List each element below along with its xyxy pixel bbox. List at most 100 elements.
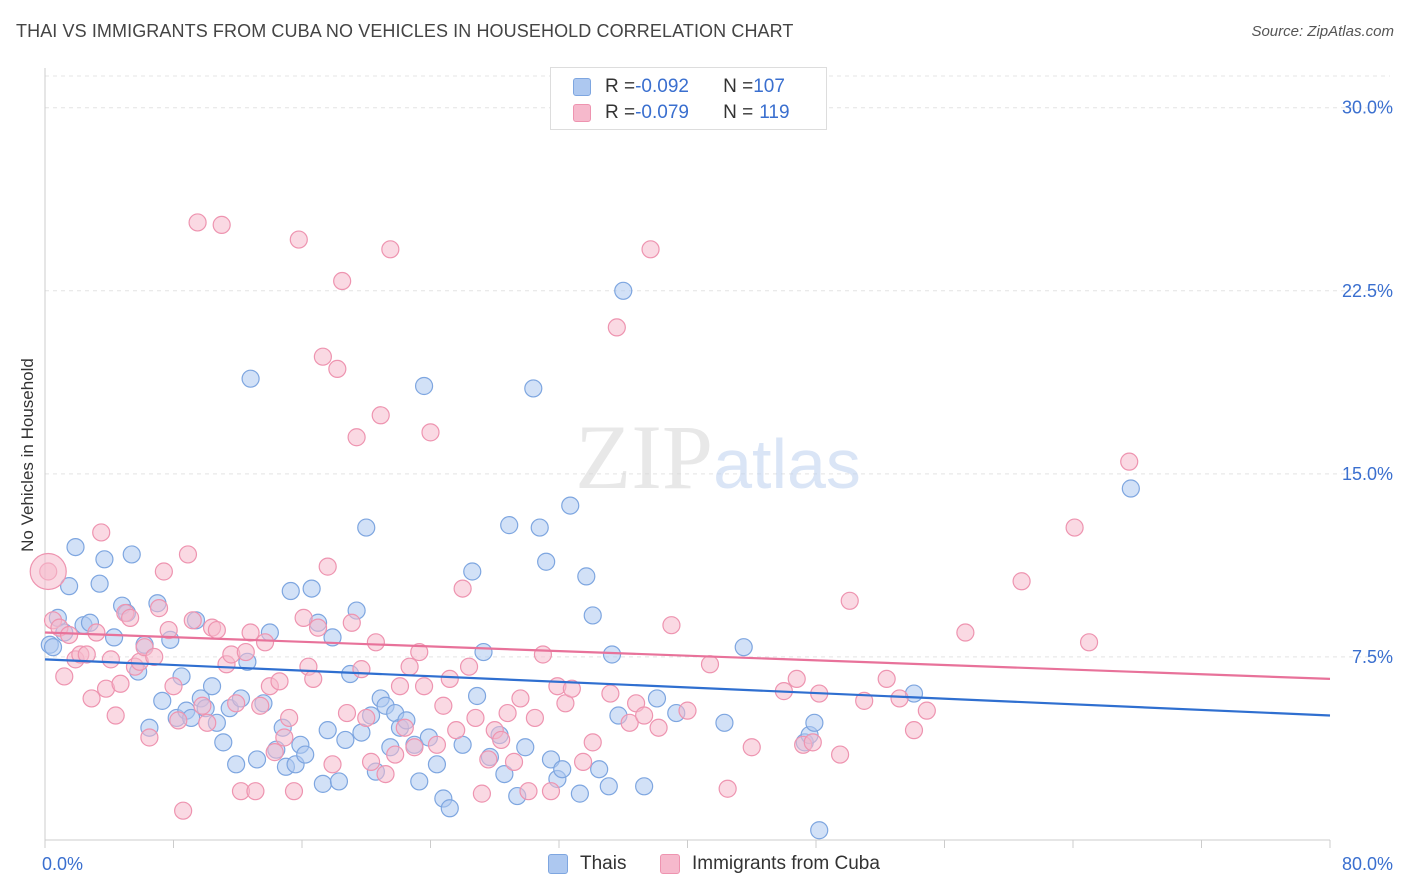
point-thais: [281, 581, 300, 601]
axes: [44, 68, 1331, 848]
point-cuba: [641, 240, 660, 259]
point-thais: [227, 755, 246, 774]
point-cuba: [877, 669, 896, 689]
point-cuba: [183, 611, 202, 630]
point-cuba: [154, 562, 173, 581]
point-cuba: [178, 545, 198, 564]
y-tick-label: 7.5%: [1352, 647, 1393, 667]
point-cuba: [106, 706, 125, 725]
point-cuba: [840, 591, 859, 610]
point-cuba: [400, 657, 419, 676]
point-cuba: [29, 552, 67, 591]
point-cuba: [498, 703, 517, 723]
point-cuba: [87, 623, 106, 642]
watermark-atlas: atlas: [713, 425, 861, 503]
point-cuba: [313, 347, 332, 366]
point-cuba: [601, 684, 620, 703]
point-cuba: [82, 689, 101, 708]
legend-n-label: N =: [723, 102, 754, 123]
point-thais: [313, 774, 332, 793]
point-cuba: [280, 708, 299, 728]
point-cuba: [294, 608, 313, 627]
point-cuba: [405, 738, 424, 757]
point-cuba: [77, 645, 96, 664]
point-thais: [43, 638, 63, 657]
point-cuba: [678, 701, 697, 720]
point-cuba: [662, 616, 681, 635]
point-thais: [734, 638, 753, 657]
point-thais: [635, 777, 654, 796]
point-cuba: [904, 721, 924, 740]
point-cuba: [459, 657, 479, 676]
point-cuba: [1079, 633, 1099, 652]
point-cuba: [111, 674, 130, 693]
point-thais: [463, 562, 482, 581]
point-cuba: [275, 728, 294, 747]
point-cuba: [255, 633, 275, 652]
point-cuba: [145, 647, 164, 667]
point-thais: [104, 628, 124, 647]
trend-line-thais: [44, 658, 1331, 717]
point-thais: [153, 691, 172, 710]
legend-swatch-cuba: [573, 104, 591, 122]
point-thais: [414, 376, 434, 396]
point-thais: [66, 537, 85, 557]
point-cuba: [323, 755, 342, 774]
point-thais: [1121, 479, 1140, 498]
point-cuba: [193, 696, 212, 715]
point-cuba: [583, 733, 602, 752]
point-thais: [516, 738, 535, 757]
point-cuba: [479, 750, 498, 769]
point-thais: [599, 777, 618, 796]
point-cuba: [414, 677, 434, 696]
point-cuba: [318, 557, 337, 576]
point-cuba: [607, 318, 626, 337]
point-cuba: [169, 711, 188, 730]
x-tick-label: 80.0%: [1342, 854, 1393, 874]
point-cuba: [366, 633, 385, 652]
point-cuba: [101, 650, 120, 669]
point-cuba: [333, 271, 352, 291]
point-thais: [410, 772, 429, 791]
point-cuba: [700, 655, 720, 674]
legend: R = -0.092 N = 107 R = -0.079 N = 119: [550, 67, 827, 130]
point-cuba: [427, 735, 447, 754]
bottom-legend-swatch-cuba: [660, 854, 680, 874]
point-cuba: [1012, 572, 1031, 591]
point-thais: [524, 379, 543, 398]
point-cuba: [328, 359, 347, 379]
tick-labels: 7.5% 15.0% 22.5% 30.0% 0.0% 80.0%: [42, 98, 1393, 874]
point-cuba: [347, 428, 366, 447]
point-cuba: [410, 642, 429, 662]
legend-n-label: N =: [723, 76, 754, 97]
point-thais: [590, 760, 609, 779]
point-cuba: [121, 608, 140, 627]
point-cuba: [246, 782, 265, 801]
point-cuba: [164, 677, 183, 696]
point-cuba: [265, 743, 284, 762]
point-thais: [214, 733, 233, 752]
bottom-legend-thais: Thais: [548, 851, 626, 877]
point-cuba: [434, 696, 453, 715]
point-cuba: [159, 620, 178, 640]
point-cuba: [519, 782, 538, 801]
point-cuba: [376, 764, 395, 784]
point-thais: [241, 369, 260, 388]
point-cuba: [525, 708, 545, 728]
y-tick-label: 30.0%: [1342, 98, 1393, 118]
legend-row-cuba: R = -0.079 N = 119: [573, 101, 790, 125]
point-cuba: [251, 696, 270, 715]
legend-r-value: -0.092: [635, 76, 689, 97]
point-cuba: [1120, 452, 1139, 471]
point-cuba: [149, 599, 169, 618]
point-cuba: [718, 779, 737, 798]
grid-lines: [45, 75, 1390, 658]
point-thais: [805, 713, 824, 732]
point-cuba: [227, 694, 246, 713]
point-thais: [336, 730, 355, 750]
point-thais: [614, 281, 633, 300]
point-cuba: [453, 579, 472, 598]
point-cuba: [241, 623, 260, 642]
point-cuba: [386, 745, 405, 764]
